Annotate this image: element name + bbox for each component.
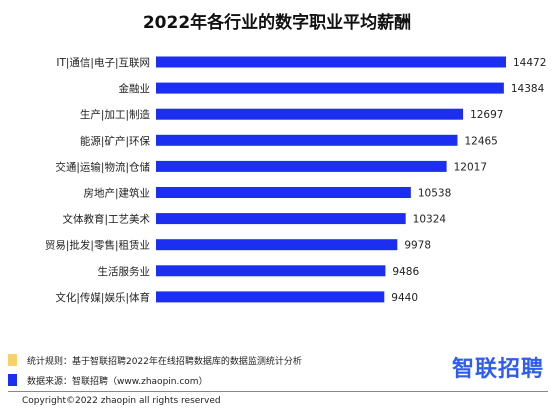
category-label: 生产|加工|制造 xyxy=(80,108,151,121)
note-swatch-blue xyxy=(8,374,17,386)
bar xyxy=(156,108,464,120)
note-data-source: 数据来源：智联招聘（www.zhaopin.com） xyxy=(8,370,302,390)
category-label: 文化|传媒|娱乐|体育 xyxy=(55,291,150,304)
chart-title: 2022年各行业的数字职业平均薪酬 xyxy=(142,13,412,33)
bar xyxy=(156,291,385,303)
category-label: 交通|运输|物流|仓储 xyxy=(55,160,150,173)
zhaopin-logo: 智联招聘 xyxy=(452,357,545,382)
bar xyxy=(156,134,458,146)
category-label: 生活服务业 xyxy=(98,265,151,278)
value-label: 14384 xyxy=(511,83,545,95)
category-label: 金融业 xyxy=(119,82,151,95)
value-label: 9440 xyxy=(391,292,418,304)
value-label: 12697 xyxy=(470,109,503,121)
value-label: 9486 xyxy=(392,266,419,278)
value-label: 10324 xyxy=(413,214,447,226)
copyright-text: Copyright©2022 zhaopin all rights reserv… xyxy=(22,396,221,406)
note-text: 数据来源：智联招聘（www.zhaopin.com） xyxy=(27,376,208,387)
bar-chart: IT|通信|电子|互联网 14472 金融业 14384 生产|加工|制造 12697 能源… xyxy=(45,56,547,304)
bar xyxy=(156,239,398,251)
value-label: 14472 xyxy=(513,57,546,69)
value-label: 12465 xyxy=(464,135,497,147)
bar xyxy=(156,82,504,94)
bar xyxy=(156,187,411,198)
category-label: 能源|矿产|环保 xyxy=(80,134,151,147)
note-swatch-yellow xyxy=(8,354,17,366)
value-label: 12017 xyxy=(454,161,487,173)
notes-section: 统计规则：基于智联招聘2022年在线招聘数据库的数据监测统计分析 数据来源：智联… xyxy=(8,350,302,390)
category-label: 贸易|批发|零售|租赁业 xyxy=(45,239,150,252)
bar xyxy=(156,56,506,68)
bar xyxy=(156,160,447,172)
note-text: 统计规则：基于智联招聘2022年在线招聘数据库的数据监测统计分析 xyxy=(27,356,302,367)
category-label: IT|通信|电子|互联网 xyxy=(56,56,150,69)
category-label: 文体教育|工艺美术 xyxy=(62,213,150,226)
category-label: 房地产|建筑业 xyxy=(83,187,150,200)
value-label: 10538 xyxy=(418,188,451,200)
value-label: 9978 xyxy=(404,240,431,252)
bar xyxy=(156,213,406,225)
footer-divider xyxy=(8,391,548,392)
note-statistics-rule: 统计规则：基于智联招聘2022年在线招聘数据库的数据监测统计分析 xyxy=(8,350,302,370)
bar xyxy=(156,265,386,277)
